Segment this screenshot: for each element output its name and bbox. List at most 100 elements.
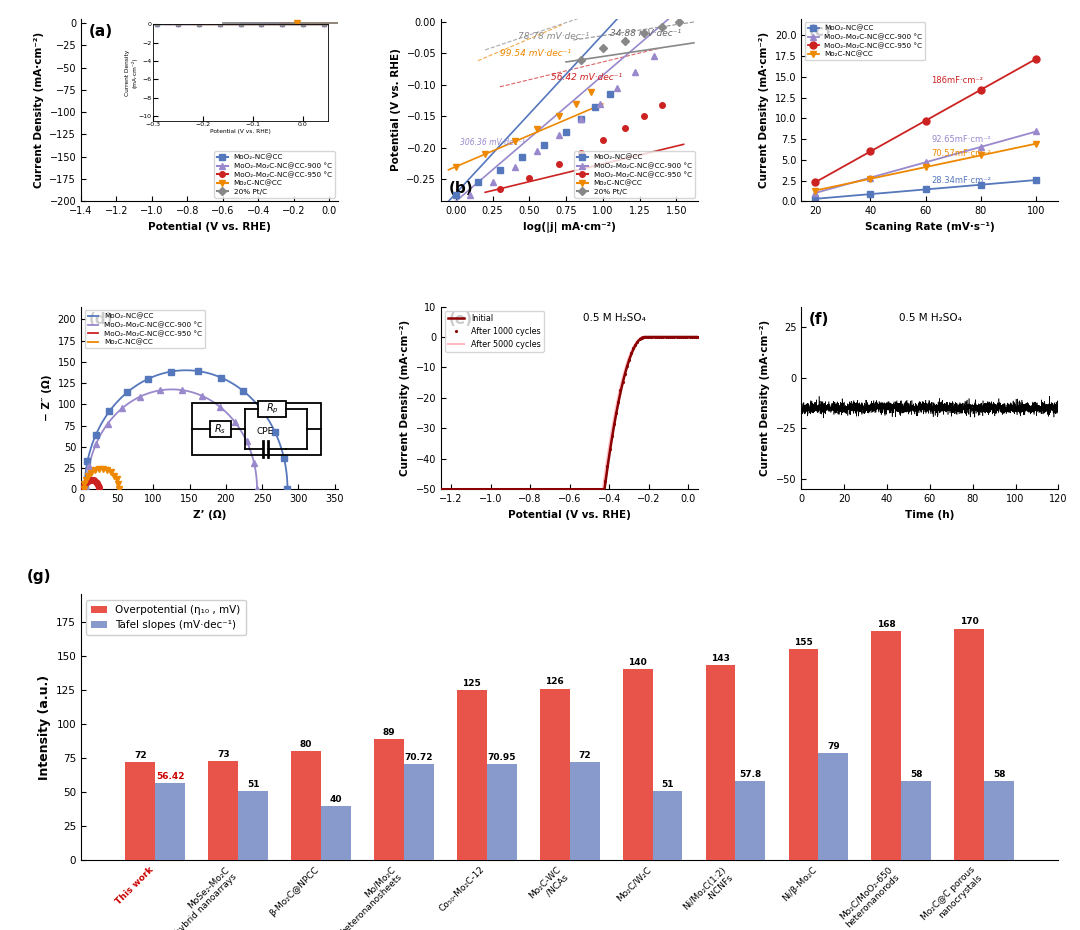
Legend: MoO₂-NC@CC, MoO₂-Mo₂C-NC@CC-900 °C, MoO₂-Mo₂C-NC@CC-950 °C, Mo₂C-NC@CC, 20% Pt/C: MoO₂-NC@CC, MoO₂-Mo₂C-NC@CC-900 °C, MoO₂…: [575, 152, 694, 198]
MoO₂-Mo₂C-NC@CC-950 °C: [974, 84, 987, 95]
After 1000 cycles: [577, 484, 590, 495]
Text: (f): (f): [809, 312, 829, 327]
Bar: [623, 670, 652, 860]
Text: 72: 72: [134, 751, 147, 760]
MoO₂-NC@CC: [261, 413, 274, 424]
MoO₂-Mo₂C-NC@CC-900 °C: [234, 425, 247, 436]
Bar: [901, 781, 931, 860]
Text: 51: 51: [661, 779, 674, 789]
Mo₂C-NC@CC: [112, 484, 125, 495]
After 1000 cycles: [611, 397, 624, 408]
Initial: [573, 484, 586, 495]
Mo₂C-NC@CC: [864, 173, 877, 184]
Text: 58: 58: [910, 770, 922, 779]
MoO₂-NC@CC: [78, 484, 91, 495]
Text: 70.57mF·cm⁻²: 70.57mF·cm⁻²: [931, 149, 991, 158]
Bar: [540, 688, 570, 860]
Text: 168: 168: [877, 620, 895, 630]
Text: (a): (a): [89, 24, 112, 39]
MoO₂-Mo₂C-NC@CC-950 °C: [91, 478, 104, 489]
After 5000 cycles: [646, 331, 659, 342]
MoO₂-Mo₂C-NC@CC-900 °C: [215, 403, 228, 414]
Text: 126: 126: [545, 677, 564, 686]
After 5000 cycles: [686, 331, 699, 342]
Text: 306.36 mV·dec⁻¹: 306.36 mV·dec⁻¹: [460, 138, 525, 147]
After 1000 cycles: [434, 484, 447, 495]
MoO₂-Mo₂C-NC@CC-900 °C: [109, 409, 122, 420]
Bar: [321, 805, 351, 860]
MoO₂-Mo₂C-NC@CC-900 °C: [164, 384, 177, 395]
MoO₂-Mo₂C-NC@CC-900 °C: [919, 156, 932, 167]
Text: 70.95: 70.95: [487, 752, 516, 762]
Bar: [208, 761, 239, 860]
MoO₂-Mo₂C-NC@CC-900 °C: [183, 386, 195, 397]
Initial: [692, 331, 705, 342]
Mo₂C-NC@CC: [81, 472, 94, 483]
After 1000 cycles: [637, 331, 650, 342]
Text: 57.8: 57.8: [740, 770, 761, 779]
After 5000 cycles: [434, 484, 447, 495]
Mo₂C-NC@CC: [83, 469, 96, 480]
Y-axis label: Current Density (mA·cm⁻²): Current Density (mA·cm⁻²): [401, 320, 410, 476]
Line: Mo₂C-NC@CC: Mo₂C-NC@CC: [84, 469, 119, 489]
MoO₂-NC@CC: [178, 365, 191, 376]
MoO₂-Mo₂C-NC@CC-950 °C: [79, 478, 92, 489]
MoO₂-Mo₂C-NC@CC-950 °C: [93, 483, 106, 494]
Initial: [686, 331, 699, 342]
Bar: [292, 751, 321, 860]
Mo₂C-NC@CC: [95, 463, 108, 474]
Y-axis label: Intensity (a.u.): Intensity (a.u.): [38, 675, 51, 780]
MoO₂-Mo₂C-NC@CC-950 °C: [86, 474, 99, 485]
Text: 56.42: 56.42: [156, 772, 185, 781]
MoO₂-Mo₂C-NC@CC-900 °C: [809, 188, 822, 199]
Text: 40: 40: [329, 795, 342, 804]
After 5000 cycles: [558, 484, 571, 495]
Line: MoO₂-Mo₂C-NC@CC-950 °C: MoO₂-Mo₂C-NC@CC-950 °C: [811, 55, 1040, 186]
MoO₂-Mo₂C-NC@CC-900 °C: [80, 484, 93, 495]
Line: Mo₂C-NC@CC: Mo₂C-NC@CC: [811, 140, 1040, 194]
Legend: Initial, After 1000 cycles, After 5000 cycles: Initial, After 1000 cycles, After 5000 c…: [445, 311, 544, 352]
Y-axis label: Potential (V vs. RHE): Potential (V vs. RHE): [391, 48, 401, 171]
MoO₂-Mo₂C-NC@CC-950 °C: [93, 484, 106, 495]
Text: 58: 58: [993, 770, 1005, 779]
X-axis label: Potential (V vs. RHE): Potential (V vs. RHE): [148, 221, 271, 232]
Text: (d): (d): [89, 312, 113, 327]
Text: 80: 80: [300, 740, 312, 750]
MoO₂-NC@CC: [112, 394, 125, 405]
Text: 143: 143: [711, 655, 730, 663]
Text: 125: 125: [462, 679, 482, 688]
Text: 78.78 mV·dec⁻¹: 78.78 mV·dec⁻¹: [517, 32, 589, 41]
Text: 79: 79: [827, 741, 839, 751]
MoO₂-Mo₂C-NC@CC-950 °C: [864, 146, 877, 157]
Initial: [434, 484, 447, 495]
Line: MoO₂-Mo₂C-NC@CC-950 °C: MoO₂-Mo₂C-NC@CC-950 °C: [83, 480, 99, 489]
MoO₂-Mo₂C-NC@CC-900 °C: [98, 422, 111, 433]
Bar: [156, 783, 185, 860]
Bar: [570, 762, 599, 860]
MoO₂-NC@CC: [974, 179, 987, 191]
Line: After 1000 cycles: After 1000 cycles: [440, 335, 700, 491]
Text: (e): (e): [449, 312, 473, 327]
Initial: [646, 331, 659, 342]
MoO₂-NC@CC: [239, 387, 252, 398]
Text: 140: 140: [629, 658, 647, 668]
Text: (g): (g): [27, 569, 52, 584]
MoO₂-Mo₂C-NC@CC-950 °C: [84, 474, 97, 485]
Line: MoO₂-Mo₂C-NC@CC-900 °C: MoO₂-Mo₂C-NC@CC-900 °C: [86, 390, 257, 489]
After 5000 cycles: [637, 331, 650, 342]
MoO₂-Mo₂C-NC@CC-950 °C: [919, 115, 932, 126]
Text: 51: 51: [247, 779, 259, 789]
MoO₂-Mo₂C-NC@CC-900 °C: [864, 172, 877, 183]
Bar: [705, 665, 735, 860]
After 1000 cycles: [503, 484, 516, 495]
MoO₂-Mo₂C-NC@CC-950 °C: [79, 477, 92, 488]
Mo₂C-NC@CC: [109, 472, 122, 483]
Mo₂C-NC@CC: [1030, 138, 1043, 149]
MoO₂-Mo₂C-NC@CC-900 °C: [974, 141, 987, 153]
Bar: [487, 764, 516, 860]
MoO₂-Mo₂C-NC@CC-950 °C: [90, 476, 103, 487]
Legend: MoO₂-NC@CC, MoO₂-Mo₂C-NC@CC-900 °C, MoO₂-Mo₂C-NC@CC-950 °C, Mo₂C-NC@CC, 20% Pt/C: MoO₂-NC@CC, MoO₂-Mo₂C-NC@CC-900 °C, MoO₂…: [214, 152, 335, 198]
Mo₂C-NC@CC: [98, 464, 111, 475]
Mo₂C-NC@CC: [919, 162, 932, 173]
Text: 34.88 mV·dec⁻¹: 34.88 mV·dec⁻¹: [610, 29, 681, 37]
